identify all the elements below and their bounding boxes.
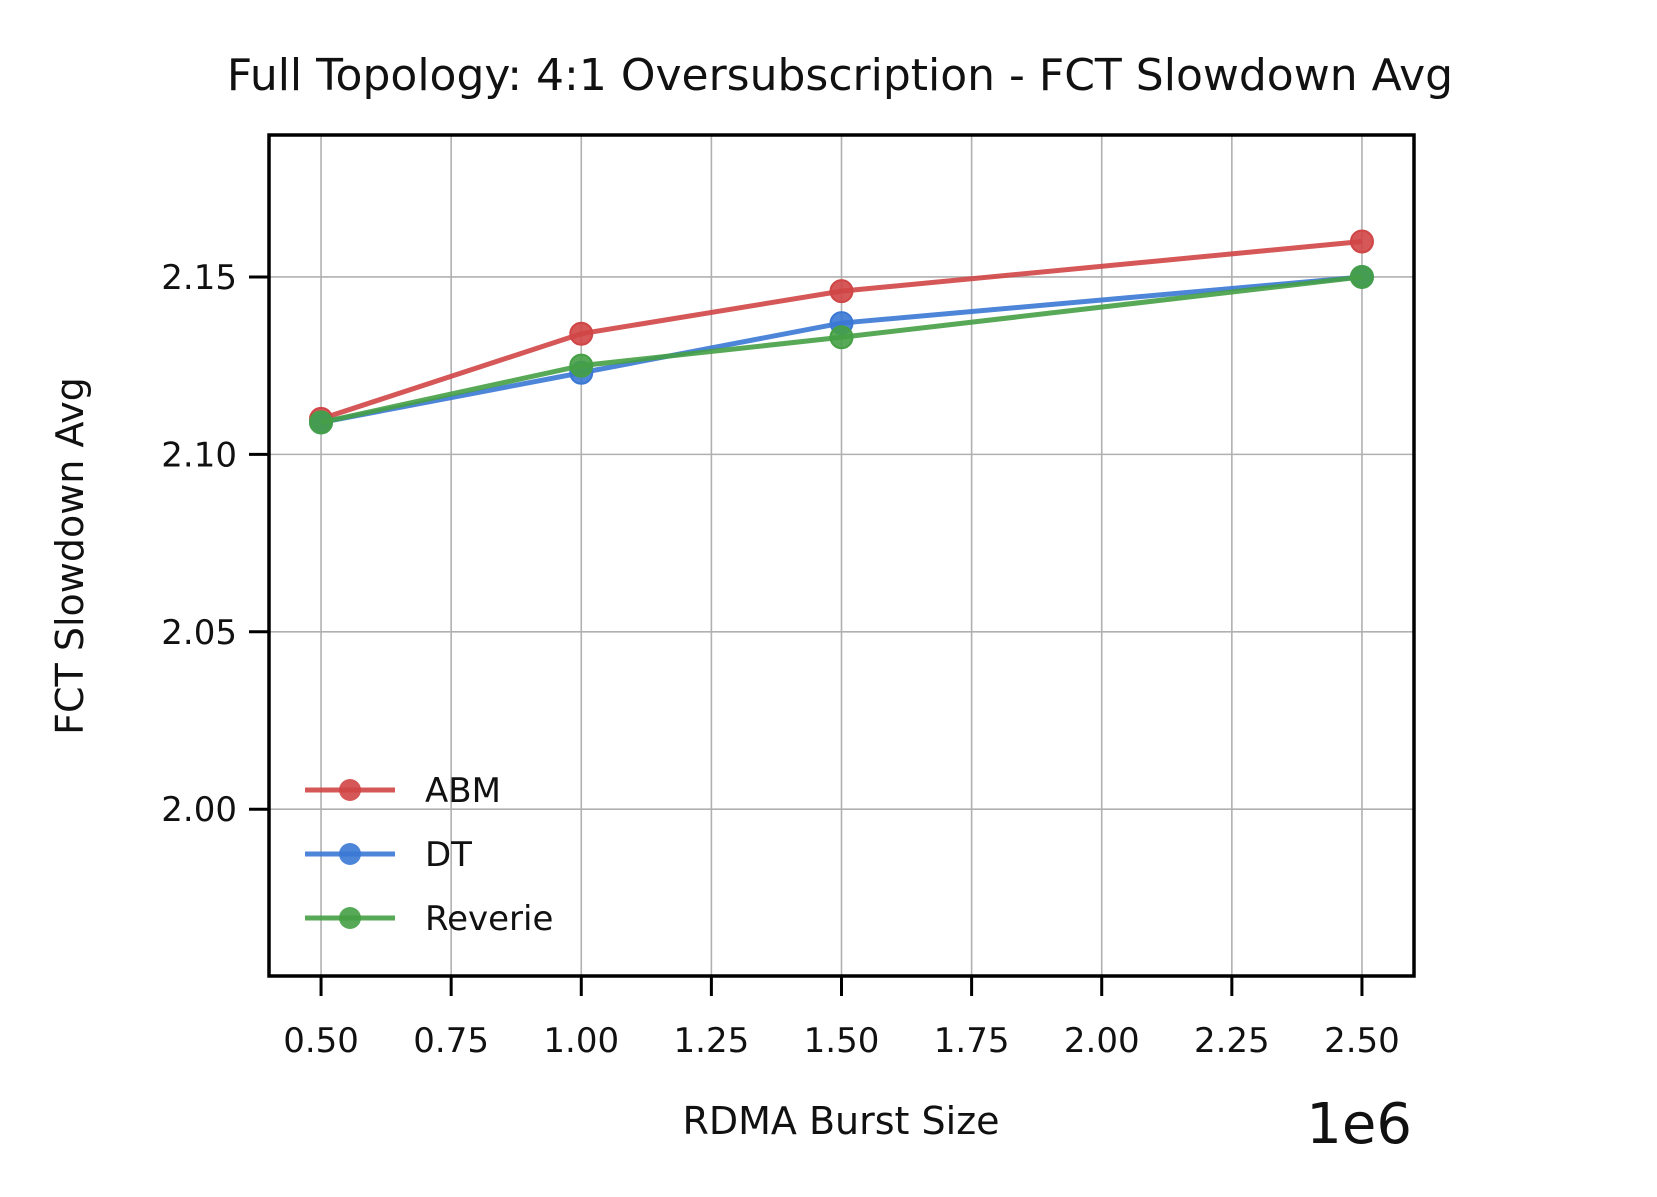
x-tick-label: 1.75 [934, 1021, 1010, 1061]
series-line-abm [320, 238, 1363, 422]
data-point-reverie [829, 325, 854, 350]
x-tick-label: 2.00 [1064, 1021, 1140, 1061]
series-line-reverie [320, 274, 1363, 425]
x-axis: 0.50 0.75 1.00 1.25 1.50 1.75 2.00 2.25 2.50 [283, 976, 1400, 1061]
data-point-abm [829, 279, 854, 304]
legend-marker-abm [339, 779, 361, 801]
data-point-abm [569, 321, 594, 346]
y-tick-label: 2.10 [161, 435, 237, 475]
data-point-reverie [1349, 264, 1374, 289]
legend-label-dt: DT [425, 835, 472, 875]
legend-label-abm: ABM [425, 771, 501, 811]
y-tick-label: 2.00 [161, 790, 237, 830]
grid [269, 135, 1414, 976]
x-axis-label: RDMA Burst Size [682, 1099, 999, 1143]
data-point-abm [1349, 229, 1374, 254]
data-point-reverie [569, 353, 594, 378]
x-tick-label: 1.00 [543, 1021, 619, 1061]
y-axis: 2.00 2.05 2.10 2.15 [161, 258, 269, 830]
series-lines [309, 229, 1374, 435]
x-tick-label: 2.50 [1324, 1021, 1400, 1061]
y-tick-label: 2.05 [161, 613, 237, 653]
data-point-reverie [309, 410, 334, 435]
legend-marker-dt [339, 843, 361, 865]
legend-marker-reverie [339, 907, 361, 929]
x-tick-label: 0.75 [413, 1021, 489, 1061]
y-tick-label: 2.15 [161, 258, 237, 298]
chart-title: Full Topology: 4:1 Oversubscription - FC… [227, 50, 1453, 101]
y-axis-label: FCT Slowdown Avg [48, 377, 92, 735]
legend-label-reverie: Reverie [425, 899, 553, 939]
legend: ABM DT Reverie [305, 771, 553, 939]
x-tick-label: 1.25 [674, 1021, 750, 1061]
series-line-dt [320, 274, 1363, 425]
x-axis-offset-label: 1e6 [1306, 1092, 1412, 1157]
x-tick-label: 2.25 [1194, 1021, 1270, 1061]
x-tick-label: 0.50 [283, 1021, 359, 1061]
x-tick-label: 1.50 [804, 1021, 880, 1061]
